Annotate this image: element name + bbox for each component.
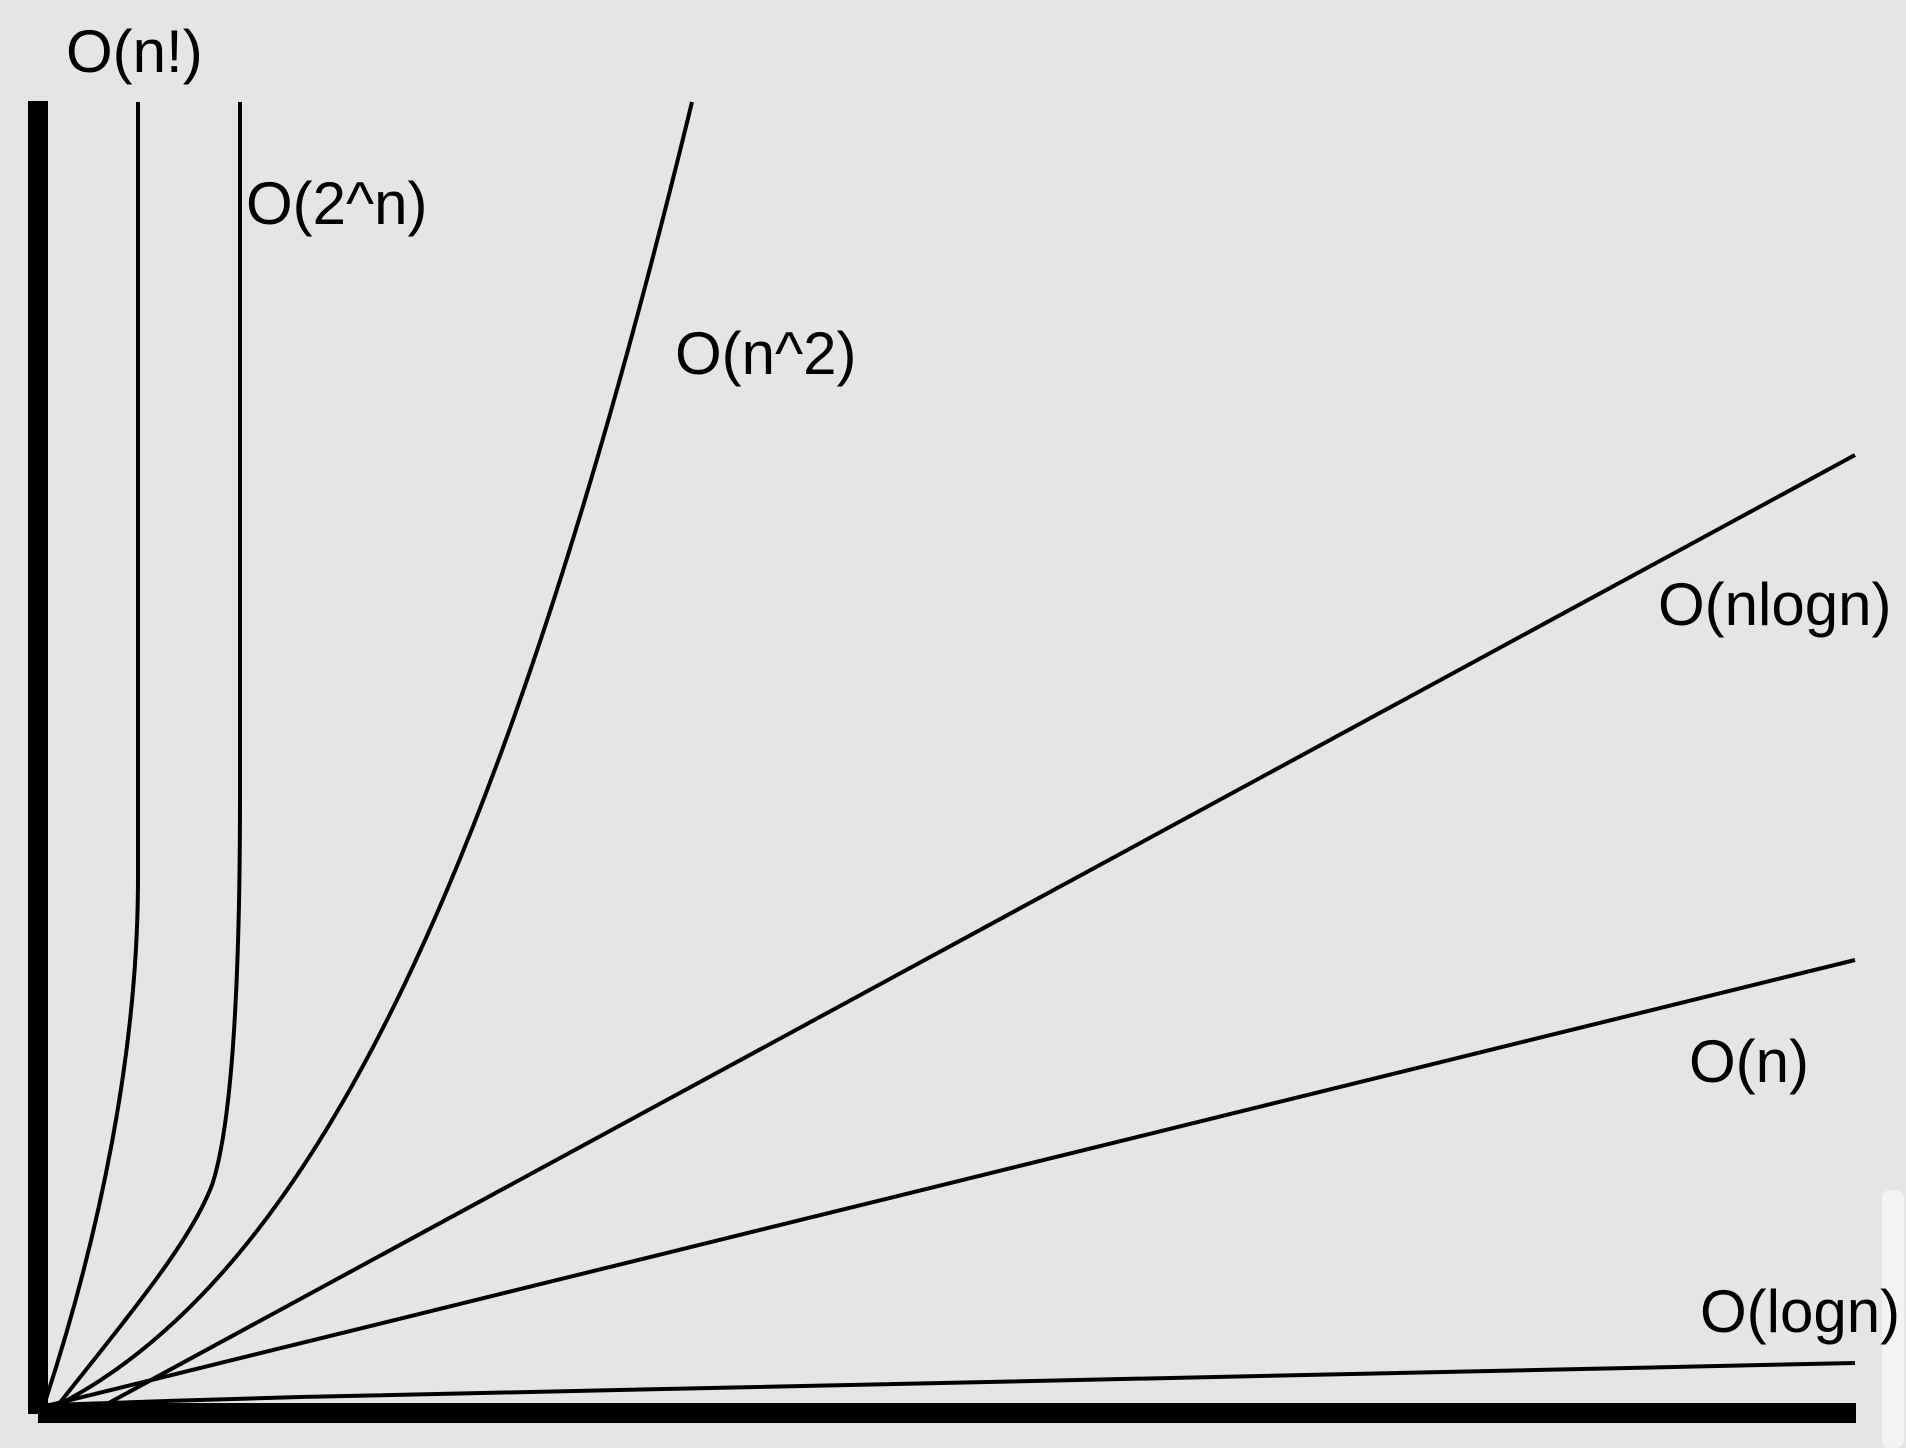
- label-linearithmic: O(nlogn): [1658, 571, 1891, 638]
- curve-linearithmic: [104, 453, 1856, 1407]
- label-logarithmic: O(logn): [1700, 1278, 1900, 1345]
- curve-logarithmic: [49, 1361, 1856, 1407]
- label-quadratic: O(n^2): [675, 320, 857, 387]
- x-axis: [38, 1403, 1856, 1423]
- label-exponential: O(2^n): [246, 170, 428, 237]
- label-factorial: O(n!): [66, 18, 203, 85]
- label-linear: O(n): [1689, 1028, 1809, 1095]
- curve-linear: [49, 958, 1856, 1407]
- curve-quadratic: [57, 101, 694, 1407]
- curve-factorial: [42, 102, 140, 1406]
- y-axis: [28, 101, 48, 1414]
- scrollbar-track: [1882, 1190, 1904, 1448]
- curve-exponential: [56, 102, 242, 1407]
